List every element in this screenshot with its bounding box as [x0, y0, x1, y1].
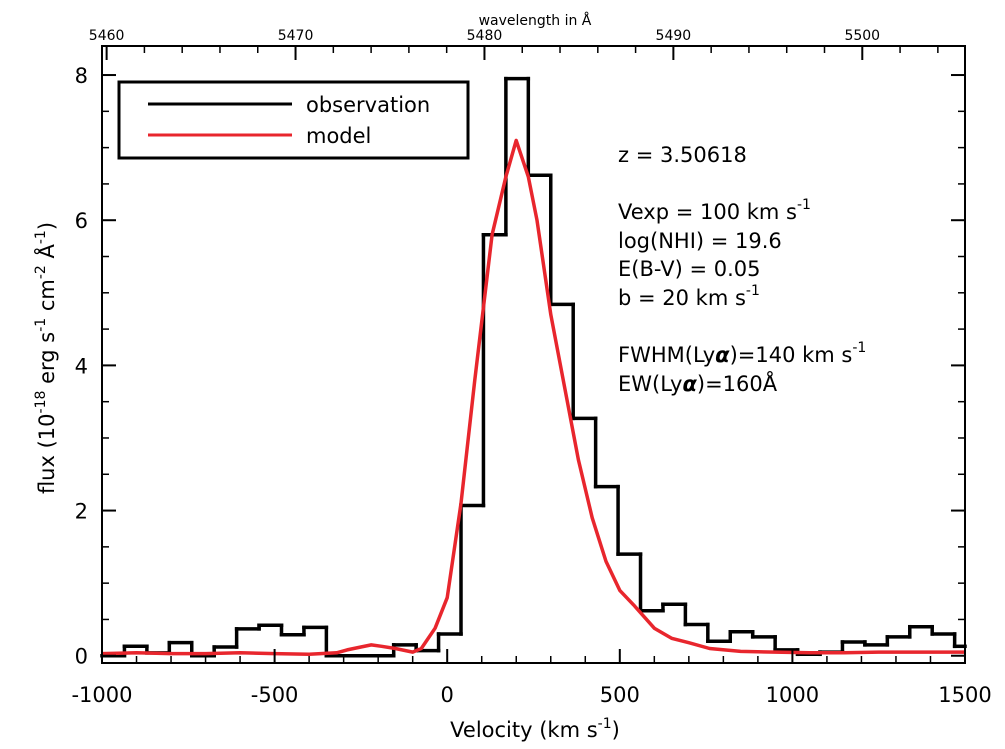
- axis-ticks: -1000 -500 0 500 1000 1500 0 2 4 6 8 5460 5470 5480 54…: [71, 28, 991, 707]
- x-axis-title: Velocity (km s-1): [450, 716, 620, 742]
- x-tick-label: -1000: [71, 683, 132, 707]
- top-axis-title: wavelength in Å: [479, 12, 592, 29]
- legend-box: [117, 80, 470, 160]
- x-tick-label: 0: [441, 683, 454, 707]
- y-tick-label: 4: [75, 354, 88, 378]
- top-tick-label: 5490: [656, 28, 692, 44]
- annotation-b: b = 20 km s-1: [618, 283, 760, 310]
- model-line: [101, 138, 965, 657]
- annotation-fwhm: FWHM(Lyα)=140 km s-1: [618, 340, 866, 367]
- annotation-ew: EW(Lyα)=160Å: [618, 370, 778, 396]
- annotations: z = 3.50618 Vexp = 100 km s-1 log(NHI) =…: [618, 143, 866, 396]
- top-tick-label: 5500: [844, 28, 880, 44]
- annotation-vexp: Vexp = 100 km s-1: [618, 197, 811, 224]
- top-tick-label: 5470: [278, 28, 314, 44]
- legend-label-model: model: [306, 124, 371, 148]
- x-tick-label: 500: [600, 683, 640, 707]
- y-tick-label: 2: [75, 500, 88, 524]
- model-series: [101, 138, 965, 657]
- y-axis-title: flux (10-18 erg s-1 cm-2 Å-1): [33, 222, 59, 494]
- x-tick-label: 1500: [938, 683, 991, 707]
- observation-series: [100, 76, 967, 658]
- annotation-ebv: E(B-V) = 0.05: [618, 257, 760, 281]
- plot-frame: [101, 45, 966, 664]
- legend: observation model: [117, 80, 470, 160]
- annotation-lognhi: log(NHI) = 19.6: [618, 229, 782, 253]
- x-tick-label: -500: [251, 683, 299, 707]
- top-tick-label: 5480: [467, 28, 503, 44]
- y-tick-label: 8: [75, 64, 88, 88]
- x-tick-label: 1000: [766, 683, 819, 707]
- y-tick-label: 6: [75, 209, 88, 233]
- annotation-redshift: z = 3.50618: [618, 143, 747, 167]
- top-tick-label: 5460: [89, 28, 125, 44]
- y-tick-label: 0: [75, 645, 88, 669]
- legend-label-observation: observation: [306, 93, 430, 117]
